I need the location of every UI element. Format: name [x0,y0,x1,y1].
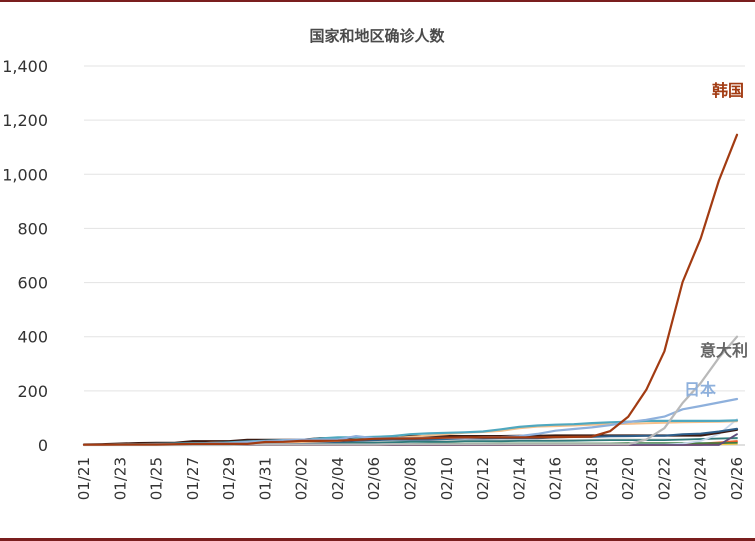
y-tick-label: 1,400 [2,57,48,76]
x-tick-label: 02/24 [692,457,710,500]
x-tick-label: 01/29 [220,457,238,500]
x-tick-label: 02/18 [583,457,601,500]
x-axis: 01/21 01/23 01/25 01/27 01/29 01/31 02/02 02/04… [75,457,746,500]
series-line [82,133,739,446]
x-tick-label: 02/10 [438,457,456,500]
x-tick-label: 02/12 [474,457,492,500]
x-tick-label: 01/21 [75,457,93,500]
series-annotation: 意大利 [700,341,748,360]
x-tick-label: 02/16 [547,457,565,500]
gridlines [84,65,745,446]
series-lines [82,133,739,447]
x-tick-label: 01/23 [111,457,129,500]
chart-title: 国家和地区确诊人数 [309,27,445,45]
y-tick-label: 600 [17,274,48,293]
x-tick-label: 01/27 [184,457,202,500]
y-axis: 0 200 400 600 800 1,000 1,200 1,400 [2,57,48,455]
y-tick-label: 1,200 [2,111,48,130]
x-tick-label: 01/31 [256,457,274,500]
y-tick-label: 200 [17,382,48,401]
x-tick-label: 02/04 [329,457,347,500]
y-tick-label: 400 [17,328,48,347]
x-tick-label: 02/22 [655,457,673,500]
x-tick-label: 02/08 [402,457,420,500]
x-tick-label: 02/20 [619,457,637,500]
x-tick-label: 02/26 [728,457,746,500]
x-tick-label: 02/14 [510,457,528,500]
x-tick-label: 02/06 [365,457,383,500]
y-tick-label: 0 [38,436,48,455]
x-tick-label: 02/02 [293,457,311,500]
y-tick-label: 1,000 [2,165,48,184]
series-annotation: 日本 [684,380,716,399]
series-annotation: 韩国 [712,81,744,100]
y-tick-label: 800 [17,219,48,238]
x-tick-label: 01/25 [148,457,166,500]
